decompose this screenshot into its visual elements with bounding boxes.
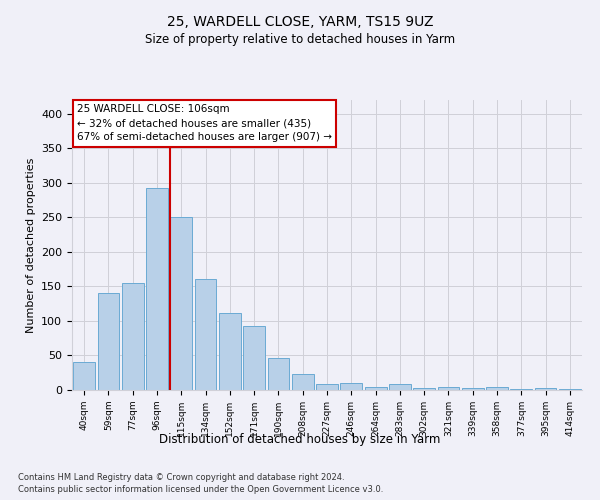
Y-axis label: Number of detached properties: Number of detached properties — [26, 158, 35, 332]
Bar — [219, 312, 241, 390]
Bar — [559, 388, 581, 390]
Bar — [535, 388, 556, 390]
Bar — [316, 384, 338, 390]
Text: Distribution of detached houses by size in Yarm: Distribution of detached houses by size … — [160, 432, 440, 446]
Text: 25 WARDELL CLOSE: 106sqm
← 32% of detached houses are smaller (435)
67% of semi-: 25 WARDELL CLOSE: 106sqm ← 32% of detach… — [77, 104, 332, 142]
Bar — [122, 283, 143, 390]
Bar — [268, 358, 289, 390]
Bar — [462, 388, 484, 390]
Bar — [146, 188, 168, 390]
Text: Contains public sector information licensed under the Open Government Licence v3: Contains public sector information licen… — [18, 485, 383, 494]
Bar — [97, 294, 119, 390]
Bar — [413, 388, 435, 390]
Text: 25, WARDELL CLOSE, YARM, TS15 9UZ: 25, WARDELL CLOSE, YARM, TS15 9UZ — [167, 15, 433, 29]
Text: Contains HM Land Registry data © Crown copyright and database right 2024.: Contains HM Land Registry data © Crown c… — [18, 472, 344, 482]
Bar — [194, 279, 217, 390]
Bar — [486, 387, 508, 390]
Text: Size of property relative to detached houses in Yarm: Size of property relative to detached ho… — [145, 32, 455, 46]
Bar — [73, 362, 95, 390]
Bar — [365, 386, 386, 390]
Bar — [437, 387, 460, 390]
Bar — [511, 388, 532, 390]
Bar — [170, 216, 192, 390]
Bar — [389, 384, 411, 390]
Bar — [292, 374, 314, 390]
Bar — [243, 326, 265, 390]
Bar — [340, 383, 362, 390]
